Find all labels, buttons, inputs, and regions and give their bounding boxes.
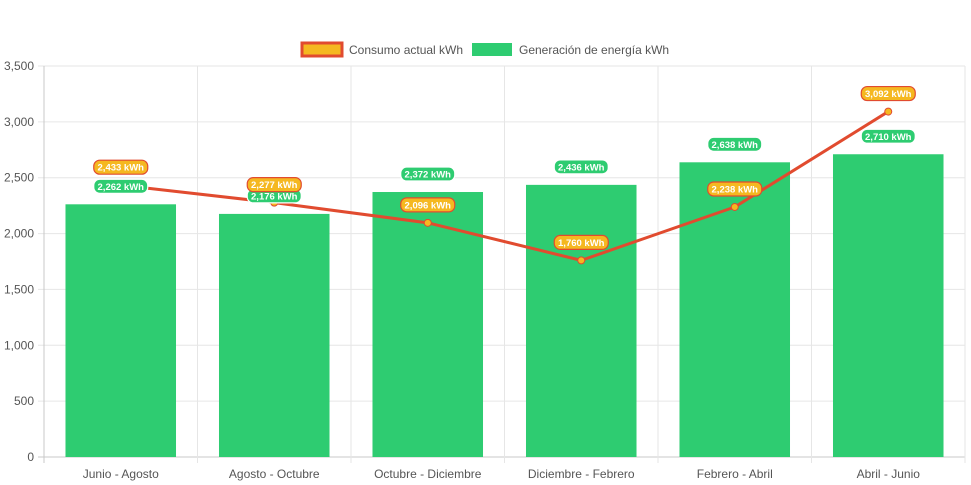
line-point-consumo[interactable] <box>884 107 893 116</box>
x-axis-tick-labels: Junio - Agosto Agosto - Octubre Octubre - … <box>83 467 921 481</box>
data-label-generacion-text: 2,372 kWh <box>405 170 452 181</box>
data-label-generacion-box <box>400 166 456 182</box>
bar-generacion[interactable] <box>679 162 791 457</box>
bar-generacion[interactable] <box>372 192 484 457</box>
data-label-generacion-box <box>93 178 149 194</box>
y-tick-label: 2,000 <box>4 227 34 241</box>
y-tick-label: 1,000 <box>4 338 34 352</box>
data-label-generacion: 2,262 kWh <box>93 178 149 194</box>
data-label-consumo: 2,433 kWh <box>93 159 149 175</box>
y-tick-label: 500 <box>14 394 34 408</box>
line-point-consumo[interactable] <box>423 218 432 227</box>
y-tick-label: 2,500 <box>4 171 34 185</box>
x-tick-label: Junio - Agosto <box>83 467 159 481</box>
bar-generacion[interactable] <box>218 213 330 457</box>
data-label-consumo-text: 2,277 kWh <box>251 180 298 191</box>
x-tick-label: Abril - Junio <box>857 467 921 481</box>
x-tick-label: Agosto - Octubre <box>229 467 320 481</box>
legend-swatch-consumo <box>300 41 344 58</box>
data-label-consumo: 2,096 kWh <box>400 197 456 213</box>
line-point-consumo[interactable] <box>577 256 586 265</box>
data-label-generacion: 2,372 kWh <box>400 166 456 182</box>
line-point-consumo[interactable] <box>730 202 739 211</box>
y-tick-label: 3,000 <box>4 115 34 129</box>
legend[interactable]: Consumo actual kWh Generación de energía… <box>300 41 669 58</box>
bars-generacion <box>65 154 944 458</box>
data-label-generacion-text: 2,176 kWh <box>251 191 298 202</box>
data-label-consumo-box <box>707 181 763 197</box>
data-label-generacion-text: 2,436 kWh <box>558 162 605 173</box>
legend-swatch-generacion <box>472 43 512 56</box>
x-tick-label: Febrero - Abril <box>697 467 773 481</box>
data-label-consumo-text: 2,238 kWh <box>712 184 759 195</box>
y-tick-label: 1,500 <box>4 282 34 296</box>
data-label-generacion-box <box>553 159 609 175</box>
x-tick-label: Octubre - Diciembre <box>374 467 482 481</box>
data-label-consumo-box <box>860 85 916 102</box>
data-label-consumo: 2,238 kWh <box>707 181 763 197</box>
data-label-consumo-box <box>93 159 149 175</box>
data-label-consumo: 2,277 kWh <box>246 177 302 193</box>
data-label-consumo-text: 2,096 kWh <box>405 200 452 211</box>
data-label-consumo-box <box>553 234 609 250</box>
y-tick-label: 0 <box>27 450 34 464</box>
y-tick-label: 3,500 <box>4 59 34 73</box>
legend-item-generacion[interactable]: Generación de energía kWh <box>472 43 669 57</box>
data-label-consumo-text: 2,433 kWh <box>98 163 145 174</box>
data-labels: 2,262 kWh 2,176 kWh 2,372 kWh 2,436 kWh 2,63… <box>93 85 916 250</box>
y-axis-tick-labels: 0 500 1,000 1,500 2,000 2,500 3,000 3,500 <box>4 59 34 464</box>
data-label-consumo-box <box>400 197 456 213</box>
data-label-consumo-box <box>246 177 302 193</box>
data-label-generacion-text: 2,638 kWh <box>712 140 759 151</box>
data-label-generacion: 2,710 kWh <box>860 128 916 144</box>
data-label-generacion-text: 2,262 kWh <box>98 182 145 193</box>
bar-generacion[interactable] <box>525 184 637 457</box>
legend-item-consumo[interactable]: Consumo actual kWh <box>300 41 463 58</box>
data-label-consumo-text: 1,760 kWh <box>558 238 605 249</box>
data-label-consumo: 3,092 kWh <box>860 85 916 102</box>
legend-label-generacion: Generación de energía kWh <box>519 43 669 57</box>
data-label-generacion: 2,638 kWh <box>707 136 763 152</box>
data-label-generacion: 2,436 kWh <box>553 159 609 175</box>
bar-generacion[interactable] <box>832 154 944 458</box>
data-label-generacion-text: 2,710 kWh <box>865 132 912 143</box>
gridlines <box>38 65 966 463</box>
bar-generacion[interactable] <box>65 204 177 457</box>
legend-label-consumo: Consumo actual kWh <box>349 43 463 57</box>
data-label-generacion-box <box>860 128 916 144</box>
x-tick-label: Diciembre - Febrero <box>528 467 635 481</box>
data-label-consumo: 1,760 kWh <box>553 234 609 250</box>
data-label-generacion: 2,176 kWh <box>246 188 302 204</box>
data-label-generacion-box <box>707 136 763 152</box>
data-label-consumo-text: 3,092 kWh <box>865 89 912 100</box>
